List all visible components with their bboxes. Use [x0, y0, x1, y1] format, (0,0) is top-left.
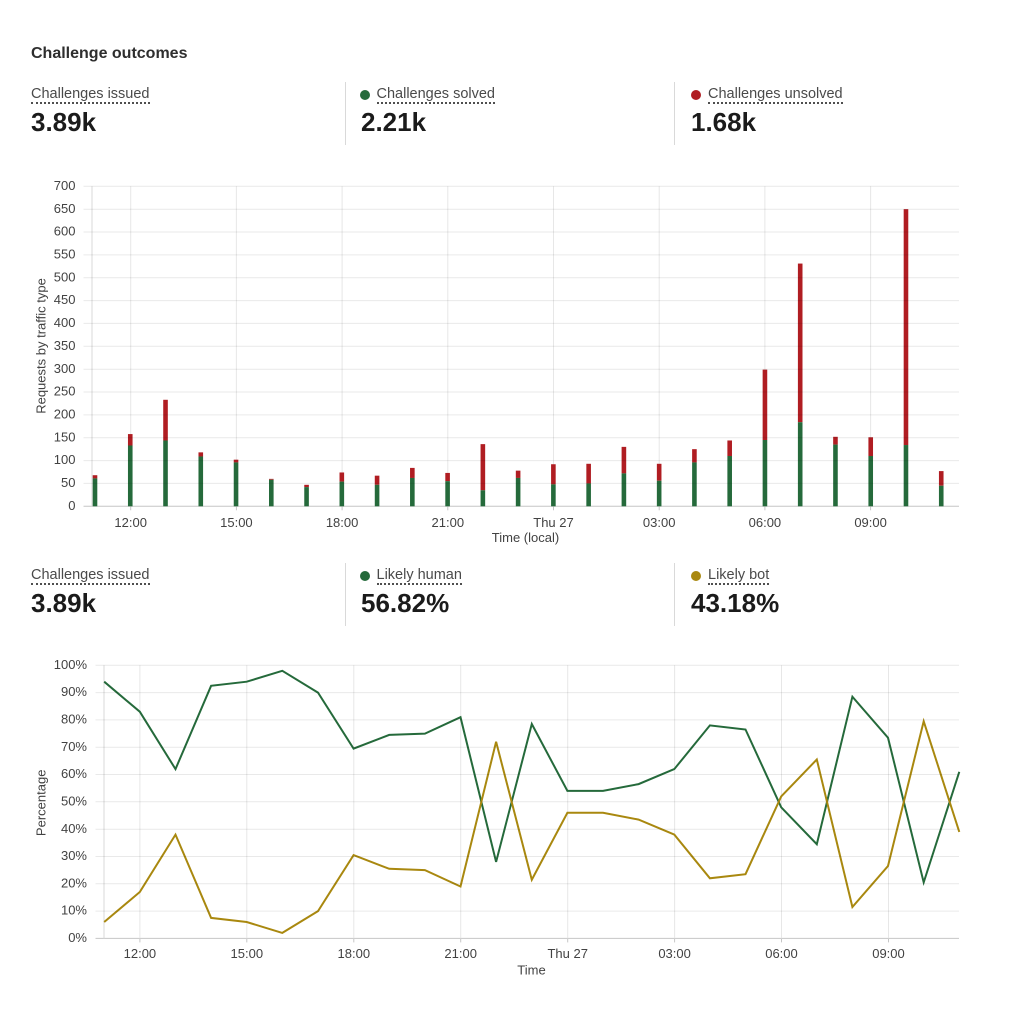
svg-text:Time: Time	[517, 963, 545, 978]
svg-text:450: 450	[54, 292, 76, 307]
svg-text:03:00: 03:00	[643, 515, 676, 530]
svg-text:21:00: 21:00	[432, 515, 465, 530]
svg-text:21:00: 21:00	[444, 946, 477, 961]
svg-text:15:00: 15:00	[231, 946, 264, 961]
svg-text:20%: 20%	[61, 875, 87, 890]
svg-text:06:00: 06:00	[765, 946, 798, 961]
svg-text:0%: 0%	[68, 930, 87, 945]
svg-text:100%: 100%	[54, 657, 88, 672]
svg-text:60%: 60%	[61, 766, 87, 781]
svg-text:Time (local): Time (local)	[492, 530, 559, 545]
svg-text:50: 50	[61, 475, 75, 490]
svg-text:18:00: 18:00	[338, 946, 371, 961]
svg-text:40%: 40%	[61, 821, 87, 836]
svg-text:12:00: 12:00	[124, 946, 157, 961]
svg-text:10%: 10%	[61, 903, 87, 918]
svg-text:03:00: 03:00	[658, 946, 691, 961]
svg-text:50%: 50%	[61, 793, 87, 808]
svg-text:18:00: 18:00	[326, 515, 359, 530]
svg-text:250: 250	[54, 384, 76, 399]
svg-text:0: 0	[68, 498, 75, 513]
svg-text:500: 500	[54, 269, 76, 284]
svg-text:300: 300	[54, 361, 76, 376]
svg-text:80%: 80%	[61, 712, 87, 727]
svg-text:Requests by traffic type: Requests by traffic type	[34, 278, 49, 414]
svg-text:09:00: 09:00	[872, 946, 905, 961]
svg-text:Thu 27: Thu 27	[533, 515, 573, 530]
svg-text:550: 550	[54, 247, 76, 262]
svg-text:90%: 90%	[61, 684, 87, 699]
svg-text:12:00: 12:00	[114, 515, 147, 530]
svg-text:200: 200	[54, 407, 76, 422]
svg-text:Thu 27: Thu 27	[547, 946, 587, 961]
svg-text:350: 350	[54, 338, 76, 353]
svg-text:650: 650	[54, 201, 76, 216]
svg-text:09:00: 09:00	[854, 515, 887, 530]
svg-text:150: 150	[54, 429, 76, 444]
svg-text:Percentage: Percentage	[34, 770, 49, 837]
svg-text:70%: 70%	[61, 739, 87, 754]
svg-text:400: 400	[54, 315, 76, 330]
svg-text:600: 600	[54, 224, 76, 239]
svg-text:700: 700	[54, 178, 76, 193]
svg-text:15:00: 15:00	[220, 515, 253, 530]
svg-text:06:00: 06:00	[749, 515, 782, 530]
svg-text:100: 100	[54, 452, 76, 467]
svg-text:30%: 30%	[61, 848, 87, 863]
